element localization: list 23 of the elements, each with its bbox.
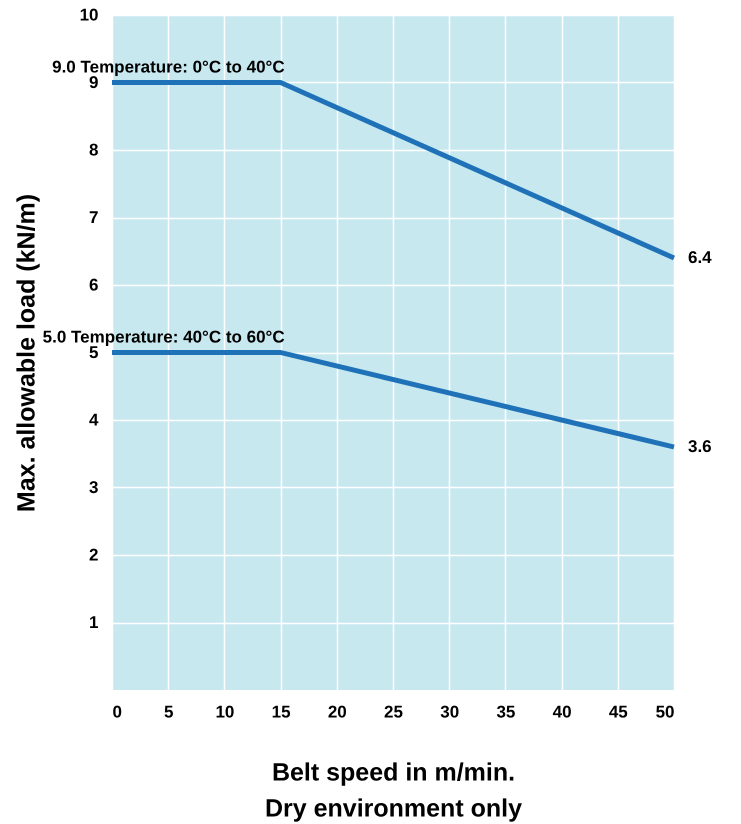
x-tick-label: 20 [328,702,347,722]
y-axis-title: Max. allowable load (kN/m) [12,194,41,512]
y-tick-label: 3 [89,478,98,497]
data-label: 3.6 [688,437,712,456]
y-tick-label: 1 [89,613,98,632]
y-tick-label: 7 [89,208,98,227]
x-tick-label: 40 [552,702,572,722]
data-label: 6.4 [688,248,712,267]
x-tick-label: 50 [656,702,674,722]
y-tick-label: 8 [89,140,98,160]
y-tick-label: 2 [89,546,98,564]
x-tick-label: 25 [384,702,403,722]
x-tick-label: 0 [112,702,122,722]
x-tick-label: 5 [164,702,174,722]
y-tick-label: 10 [80,6,98,24]
x-tick-label: 45 [608,702,628,722]
x-axis-title: Belt speed in m/min. Dry environment only [265,758,522,822]
x-tick-label: 15 [272,702,291,722]
x-tick-label: 35 [496,702,516,722]
y-tick-label: 6 [89,276,98,294]
y-tick-label: 4 [89,410,100,430]
x-tick-label: 10 [215,702,234,722]
x-tick-label: 30 [440,702,460,722]
